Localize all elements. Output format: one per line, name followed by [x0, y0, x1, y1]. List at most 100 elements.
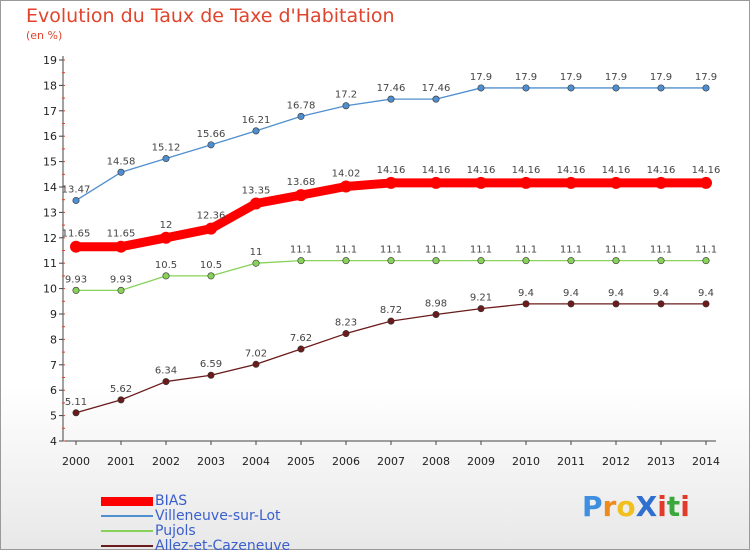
data-label: 14.16: [422, 165, 451, 176]
data-point: [117, 168, 125, 176]
data-label: 9.93: [65, 274, 87, 285]
data-point: [657, 257, 665, 265]
data-label: 11.1: [515, 245, 537, 256]
x-tick-label: 2006: [332, 455, 360, 468]
x-tick-label: 2002: [152, 455, 180, 468]
data-label: 12.36: [197, 211, 226, 222]
data-label: 14.16: [467, 165, 496, 176]
data-label: 10.5: [200, 260, 222, 271]
series-villeneuve-sur-lot: [72, 84, 710, 204]
data-point: [387, 257, 395, 265]
data-point: [522, 300, 530, 308]
data-label: 11.1: [470, 245, 492, 256]
data-label: 13.68: [287, 177, 316, 188]
data-point: [477, 305, 485, 313]
y-tick-label: 19: [43, 54, 57, 67]
x-tick-label: 2000: [62, 455, 90, 468]
data-label: 9.93: [110, 274, 132, 285]
data-label: 11.1: [650, 245, 672, 256]
legend-swatch: [101, 545, 153, 547]
data-label: 7.62: [290, 333, 312, 344]
data-point: [522, 84, 530, 92]
data-point: [477, 84, 485, 92]
y-tick-label: 4: [50, 435, 57, 448]
y-tick-label: 15: [43, 156, 57, 169]
data-label: 13.47: [62, 184, 91, 195]
data-point: [387, 95, 395, 103]
data-label: 11.1: [290, 245, 312, 256]
x-tick-label: 2009: [467, 455, 495, 468]
data-point: [295, 189, 307, 202]
x-tick-label: 2004: [242, 455, 270, 468]
data-label: 11: [250, 247, 263, 258]
data-label: 14.16: [647, 165, 676, 176]
data-label: 9.4: [608, 288, 624, 299]
data-label: 11.1: [695, 245, 717, 256]
data-point: [115, 240, 127, 253]
data-point: [160, 231, 172, 244]
data-point: [612, 84, 620, 92]
x-tick-label: 2008: [422, 455, 450, 468]
logo-letter: r: [602, 490, 617, 523]
y-tick-label: 8: [50, 333, 57, 346]
data-label: 17.2: [335, 90, 357, 101]
data-point: [522, 257, 530, 265]
data-label: 6.34: [155, 366, 177, 377]
logo-letter: X: [635, 490, 658, 523]
data-labels-layer: 13.47 14.58 15.12 15.66 16.21 16.78 17.2 17.46 1…: [62, 72, 721, 408]
data-point: [117, 396, 125, 404]
data-label: 5.11: [65, 397, 87, 408]
series-bias: [70, 176, 712, 253]
y-tick-label: 9: [50, 308, 57, 321]
data-label: 9.4: [563, 288, 579, 299]
y-tick-label: 10: [43, 283, 57, 296]
data-point: [207, 371, 215, 379]
x-tick-label: 2003: [197, 455, 225, 468]
logo-letter: i: [657, 490, 667, 523]
x-tick-label: 2005: [287, 455, 315, 468]
data-point: [432, 311, 440, 319]
data-label: 17.46: [422, 83, 451, 94]
y-tick-label: 7: [50, 359, 57, 372]
data-point: [657, 300, 665, 308]
legend-label: BIAS: [155, 493, 188, 509]
data-label: 17.9: [560, 72, 582, 83]
legend-label: Allez-et-Cazeneuve: [155, 538, 291, 554]
data-label: 14.16: [512, 165, 541, 176]
data-label: 11.1: [335, 245, 357, 256]
y-tick-label: 17: [43, 105, 57, 118]
data-point: [702, 257, 710, 265]
data-label: 11.1: [560, 245, 582, 256]
data-point: [567, 84, 575, 92]
y-tick-label: 16: [43, 130, 57, 143]
x-tick-label: 2012: [602, 455, 630, 468]
data-point: [612, 300, 620, 308]
y-tick-label: 12: [43, 232, 57, 245]
data-label: 11.1: [605, 245, 627, 256]
data-label: 10.5: [155, 260, 177, 271]
data-label: 14.58: [107, 156, 136, 167]
data-label: 8.98: [425, 299, 447, 310]
data-point: [567, 257, 575, 265]
data-point: [702, 84, 710, 92]
data-point: [72, 196, 80, 204]
data-point: [162, 155, 170, 163]
legend-label: Villeneuve-sur-Lot: [155, 508, 281, 524]
data-point: [297, 257, 305, 265]
data-label: 15.66: [197, 129, 226, 140]
data-label: 8.72: [380, 305, 402, 316]
data-label: 14.02: [332, 168, 361, 179]
data-label: 14.16: [692, 165, 721, 176]
data-label: 14.16: [557, 165, 586, 176]
chart-title: Evolution du Taux de Taxe d'Habitation: [26, 5, 395, 27]
x-tick-label: 2010: [512, 455, 540, 468]
data-label: 17.9: [605, 72, 627, 83]
series-pujols: [72, 257, 710, 294]
series-layer: [70, 84, 712, 417]
logo-letter: i: [680, 490, 690, 523]
data-point: [297, 112, 305, 120]
data-label: 17.9: [470, 72, 492, 83]
data-point: [342, 102, 350, 110]
data-label: 12: [160, 220, 173, 231]
data-label: 14.16: [602, 165, 631, 176]
